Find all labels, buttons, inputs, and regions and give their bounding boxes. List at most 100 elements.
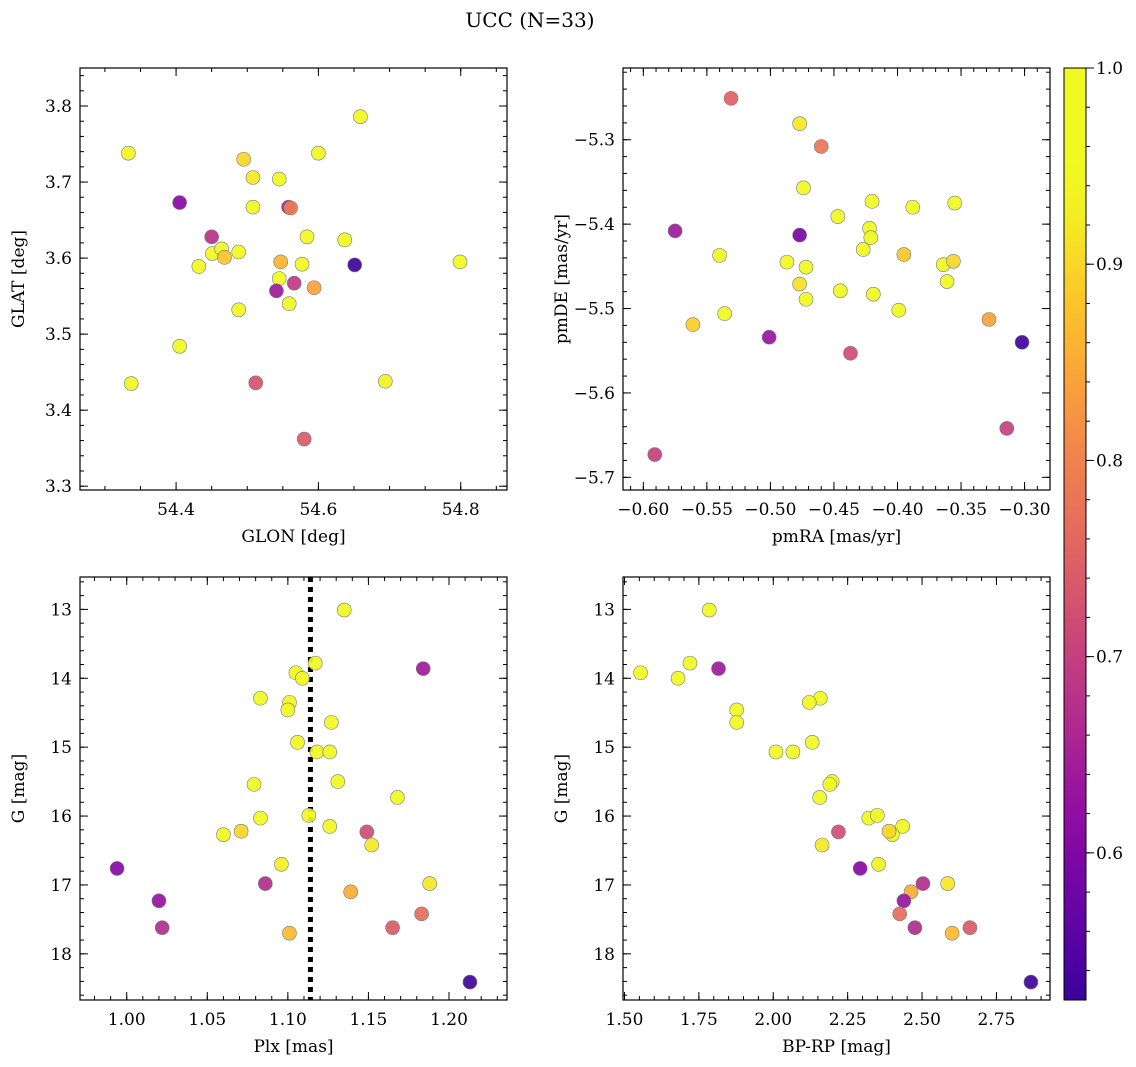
scatter-point	[729, 715, 744, 730]
scatter-point	[812, 790, 827, 805]
scatter-point	[378, 373, 393, 389]
y-tick-label: 15	[593, 738, 615, 758]
scatter-point	[866, 286, 881, 302]
scatter-point	[895, 819, 911, 834]
scatter-point	[273, 254, 288, 270]
y-axis-label: pmDE [mas/yr]	[552, 214, 572, 344]
colorbar-tick-label: 0.6	[1096, 844, 1123, 864]
x-tick-label: −0.40	[871, 500, 923, 520]
plot-frame	[622, 67, 1051, 491]
scatter-point	[253, 810, 268, 826]
scatter-point	[311, 145, 326, 161]
colorbar-tick-label: 1.0	[1096, 59, 1123, 79]
scatter-point	[1014, 334, 1030, 350]
scatter-point	[191, 259, 207, 274]
scatter-point	[414, 906, 429, 922]
x-axis-label: BP-RP [mag]	[782, 1037, 891, 1057]
scatter-point	[962, 920, 978, 935]
scatter-point	[233, 823, 249, 839]
panel-pmra-pmde: −0.60 −0.55 −0.50 −0.45 −0.40 −0.35 −0.30 −5.7 −…	[552, 67, 1051, 547]
y-tick-label: −5.4	[574, 215, 615, 235]
plot-frame	[622, 576, 1051, 1001]
y-tick-label: 18	[50, 945, 72, 965]
scatter-point	[896, 247, 912, 262]
scatter-point	[245, 170, 261, 185]
scatter-point	[294, 256, 310, 272]
scatter-point	[881, 823, 897, 839]
scatter-point	[172, 195, 187, 210]
scatter-point	[798, 291, 814, 307]
scatter-point	[871, 856, 886, 872]
data-points	[633, 602, 1039, 990]
x-tick-label: 1.10	[269, 1010, 307, 1030]
scatter-point	[723, 91, 739, 106]
scatter-point	[248, 375, 264, 391]
x-tick-label: −0.55	[681, 500, 733, 520]
scatter-point	[814, 837, 830, 853]
scatter-point	[633, 665, 648, 681]
scatter-point	[336, 602, 352, 618]
scatter-point	[154, 920, 170, 935]
scatter-point	[301, 808, 317, 823]
y-axis-label: G [mag]	[552, 754, 572, 823]
scatter-point	[863, 230, 879, 245]
scatter-point	[274, 856, 289, 872]
scatter-point	[905, 199, 921, 215]
scatter-point	[804, 735, 820, 750]
scatter-point	[283, 200, 298, 216]
scatter-point	[299, 229, 315, 245]
scatter-point	[281, 296, 297, 312]
panel-plx-g: 1.00 1.05 1.10 1.15 1.20 13 14 15 16 17 18 Plx [mas…	[9, 576, 508, 1057]
scatter-point	[452, 254, 468, 270]
x-tick-label: 1.00	[108, 1010, 146, 1030]
scatter-point	[768, 744, 784, 760]
y-tick-label: 13	[593, 600, 615, 620]
scatter-point	[286, 275, 302, 291]
scatter-point	[109, 861, 125, 876]
x-axis-label: GLON [deg]	[241, 527, 345, 547]
scatter-point	[831, 824, 846, 840]
y-tick-label: −5.3	[574, 131, 615, 151]
y-tick-label: 18	[593, 945, 615, 965]
scatter-point	[324, 715, 339, 730]
scatter-point	[246, 777, 262, 792]
y-tick-label: 3.3	[45, 477, 72, 497]
scatter-point	[1023, 974, 1039, 990]
scatter-point	[422, 876, 437, 891]
scatter-point	[792, 276, 807, 292]
scatter-point	[712, 248, 727, 263]
y-tick-label: 3.4	[45, 401, 72, 421]
minor-ticks	[623, 68, 1051, 490]
scatter-point	[843, 345, 858, 361]
scatter-point	[647, 447, 663, 462]
colorbar: 0.6 0.7 0.8 0.9 1.0	[1063, 59, 1123, 1001]
scatter-point	[280, 702, 296, 718]
x-tick-label: 2.00	[754, 1010, 792, 1030]
scatter-point	[813, 139, 829, 154]
scatter-point	[347, 257, 363, 273]
y-tick-label: 16	[50, 807, 72, 827]
scatter-point	[290, 735, 305, 750]
scatter-point	[462, 974, 478, 990]
scatter-point	[792, 227, 807, 243]
x-tick-label: −0.35	[935, 500, 987, 520]
scatter-point	[253, 690, 268, 706]
scatter-point	[896, 893, 912, 909]
colorbar-tick-label: 0.8	[1096, 451, 1123, 471]
scatter-point	[236, 151, 251, 167]
x-tick-label: 1.05	[188, 1010, 226, 1030]
scatter-point	[779, 254, 795, 270]
x-axis-label: pmRA [mas/yr]	[772, 527, 901, 547]
scatter-point	[907, 920, 923, 935]
scatter-point	[415, 661, 431, 676]
scatter-point	[999, 421, 1015, 436]
scatter-point	[939, 274, 955, 289]
scatter-point	[947, 195, 962, 211]
scatter-point	[330, 774, 346, 789]
scatter-point	[217, 250, 232, 265]
scatter-point	[701, 602, 717, 618]
x-tick-label: −0.50	[744, 500, 796, 520]
scatter-point	[258, 876, 273, 891]
scatter-point	[785, 744, 801, 760]
